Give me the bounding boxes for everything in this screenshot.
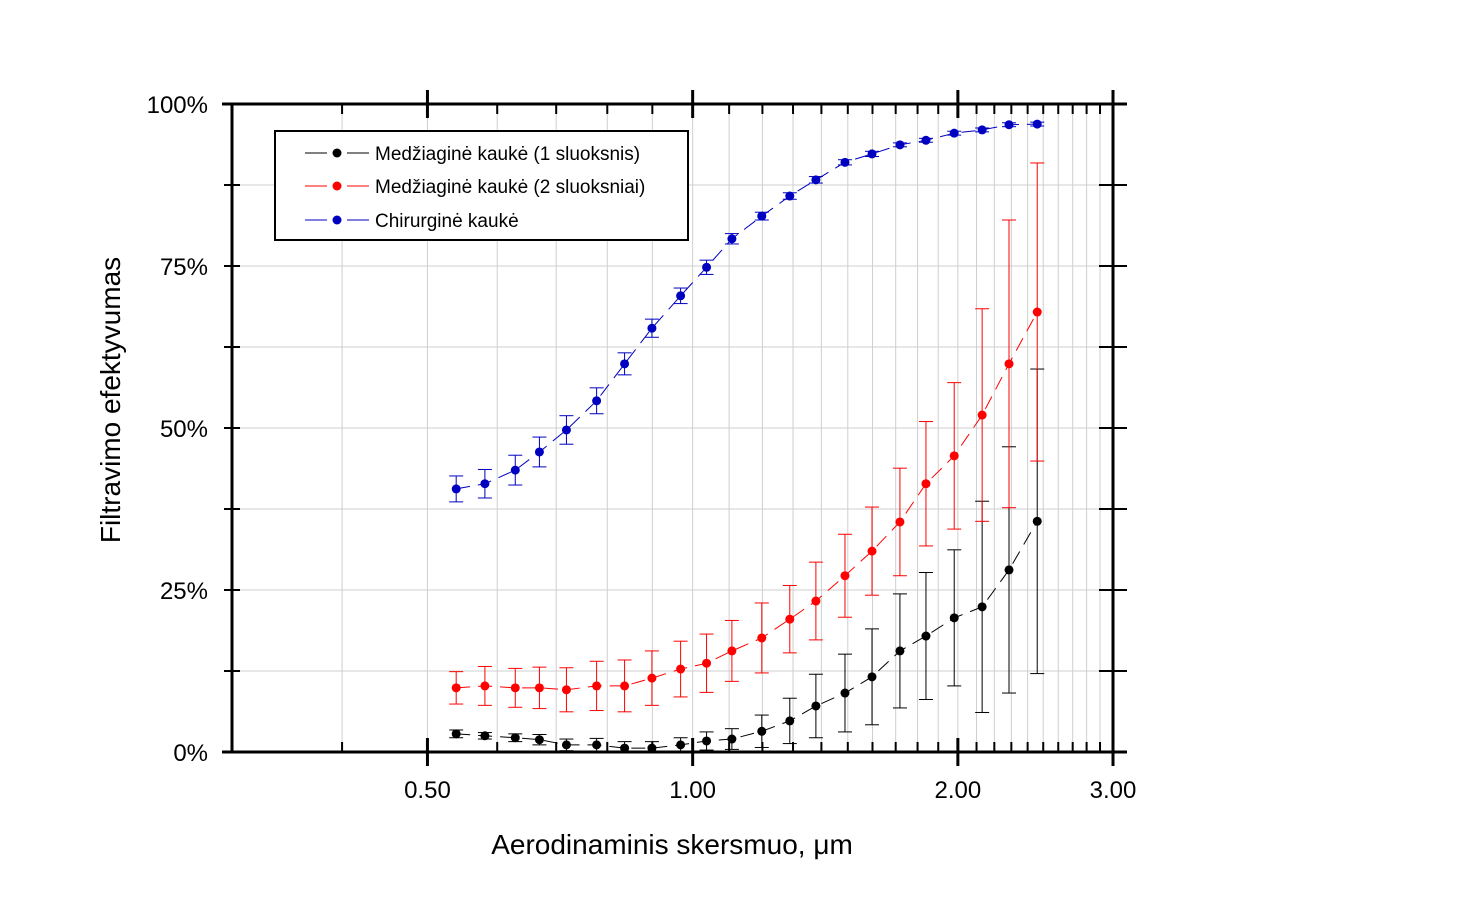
data-point [702,736,712,746]
data-point [534,735,544,745]
data-point [534,447,544,457]
series-2 [449,119,1045,503]
data-point [727,646,737,656]
x-tick-label: 1.00 [669,777,716,804]
data-point [480,479,490,489]
data-point [921,479,931,489]
y-tick-label: 25% [160,578,208,605]
x-axis-title: Aerodinaminis skersmuo, μm [491,829,853,860]
data-point [867,149,877,159]
data-point [840,688,850,698]
data-point [592,740,602,750]
data-point [1004,120,1014,130]
data-point [510,683,520,693]
data-point [949,613,959,623]
data-point [921,135,931,145]
data-point [811,175,821,185]
data-point [620,743,630,753]
data-point [620,359,630,369]
data-point [647,323,657,333]
data-point [895,140,905,150]
data-point [1032,307,1042,317]
data-point [676,291,686,301]
data-point [785,614,795,624]
data-point [592,396,602,406]
data-point [949,128,959,138]
legend-label: Medžiaginė kaukė (2 sluoksniai) [375,177,645,198]
legend: Medžiaginė kaukė (1 sluoksnis) Medžiaginė… [274,130,689,241]
data-point [811,596,821,606]
data-point [676,664,686,674]
data-point [949,451,959,461]
data-point [510,733,520,743]
data-point [480,681,490,691]
axes [222,90,1127,766]
data-point [727,234,737,244]
data-point [785,191,795,201]
data-point [757,726,767,736]
data-point [1032,516,1042,526]
data-point [840,571,850,581]
series-line [456,521,1038,749]
data-point [977,125,987,135]
legend-marker [332,181,342,191]
data-point [977,602,987,612]
data-point [867,672,877,682]
data-point [840,157,850,167]
x-tick-label: 0.50 [404,777,451,804]
data-point [811,701,821,711]
data-point [647,673,657,683]
x-tick-label: 3.00 [1090,777,1137,804]
legend-marker [332,148,342,158]
series-line [456,311,1038,691]
series-0 [449,368,1045,753]
data-point [1004,565,1014,575]
data-point [977,410,987,420]
y-tick-label: 50% [160,416,208,443]
data-point [534,683,544,693]
data-point [561,425,571,435]
data-point [702,658,712,668]
y-axis-title: Filtravimo efektyvumas [95,257,126,543]
legend-label: Chirurginė kaukė [375,211,519,232]
data-point [620,681,630,691]
data-point [561,740,571,750]
data-point [451,683,461,693]
data-point [895,517,905,527]
data-point [702,262,712,272]
legend-box [274,130,689,241]
legend-marker [332,215,342,225]
data-point [561,685,571,695]
data-point [451,484,461,494]
data-point [757,633,767,643]
data-point [451,729,461,739]
series-layer [449,119,1045,753]
data-point [785,716,795,726]
tick-labels: 0.50 1.00 2.00 3.00 0% 25% 50% 75% 100% [147,92,1137,804]
data-point [676,740,686,750]
y-tick-label: 75% [160,254,208,281]
data-point [1032,119,1042,129]
data-point [757,211,767,221]
x-tick-label: 2.00 [935,777,982,804]
data-point [921,631,931,641]
data-point [480,731,490,741]
data-point [1004,359,1014,369]
data-point [895,646,905,656]
legend-label: Medžiaginė kaukė (1 sluoksnis) [375,144,640,165]
data-point [510,465,520,475]
series-line [456,123,1038,490]
y-tick-label: 100% [147,92,208,119]
data-point [727,734,737,744]
data-point [592,681,602,691]
y-tick-label: 0% [173,740,208,767]
data-point [867,546,877,556]
series-1 [449,162,1045,713]
